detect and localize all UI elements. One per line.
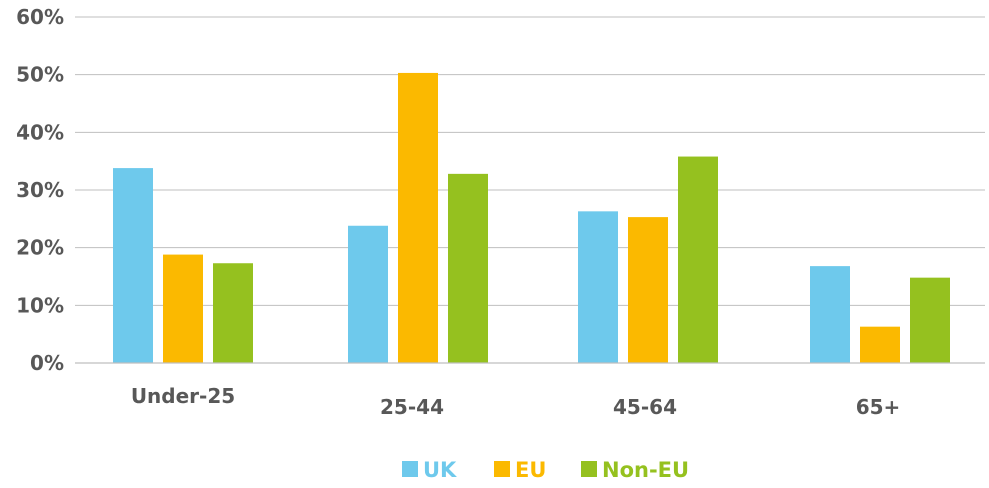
y-tick-label: 60% (16, 5, 64, 29)
legend-swatch (494, 461, 510, 477)
bar-non-eu-25-44 (448, 173, 488, 363)
legend-swatch (581, 461, 597, 477)
bar-uk-25-44 (348, 225, 388, 363)
legend-label: UK (423, 458, 457, 482)
legend: UK EU Non-EU (402, 458, 689, 482)
bar-non-eu-under-25 (213, 263, 253, 363)
x-axis-category-labels: Under-25 25-44 45-64 65+ (131, 384, 900, 419)
bar-eu-25-44 (398, 72, 438, 363)
bar-eu-45-64 (628, 217, 668, 363)
legend-item-eu: EU (494, 458, 546, 482)
y-tick-label: 30% (16, 178, 64, 202)
legend-label: EU (515, 458, 546, 482)
legend-item-uk: UK (402, 458, 457, 482)
y-tick-label: 20% (16, 236, 64, 260)
y-tick-label: 40% (16, 120, 64, 144)
legend-swatch (402, 461, 418, 477)
gridlines (75, 16, 985, 306)
bar-eu-65+ (860, 326, 900, 363)
bar-uk-65+ (810, 266, 850, 363)
legend-item-non-eu: Non-EU (581, 458, 689, 482)
bar-uk-45-64 (578, 211, 618, 363)
legend-label: Non-EU (602, 458, 689, 482)
x-category-label: 25-44 (380, 395, 444, 419)
bars (113, 72, 950, 363)
x-category-label: Under-25 (131, 384, 235, 408)
bar-eu-under-25 (163, 254, 203, 363)
y-tick-label: 0% (30, 351, 64, 375)
x-category-label: 65+ (856, 395, 901, 419)
x-category-label: 45-64 (613, 395, 677, 419)
bar-non-eu-65+ (910, 277, 950, 363)
y-tick-label: 10% (16, 293, 64, 317)
y-axis-tick-labels: 0% 10% 20% 30% 40% 50% 60% (16, 5, 64, 375)
y-tick-label: 50% (16, 63, 64, 87)
bar-non-eu-45-64 (678, 156, 718, 363)
bar-uk-under-25 (113, 168, 153, 363)
